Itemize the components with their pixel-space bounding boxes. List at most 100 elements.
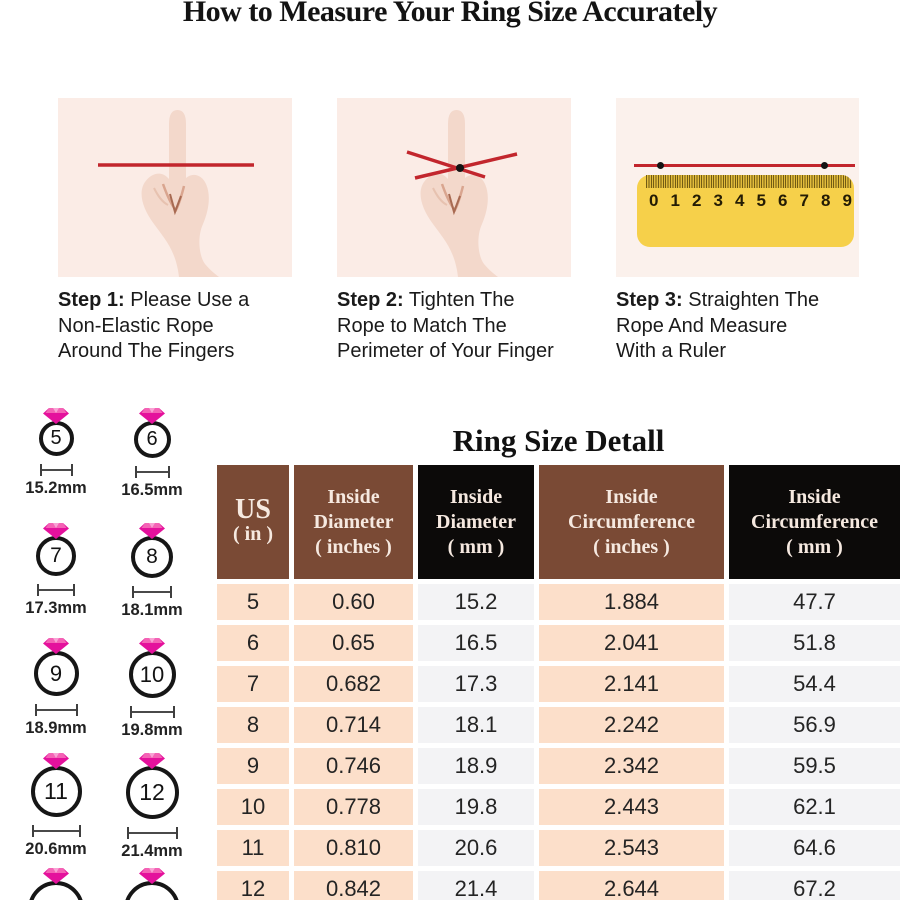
rope-line-icon	[634, 164, 855, 167]
step-2-caption: Step 2: Tighten The Rope to Match The Pe…	[337, 289, 554, 362]
table-cell: 8	[217, 707, 289, 743]
ring-size-table: US ( in ) Inside Diameter ( inches ) Insid…	[217, 465, 900, 900]
ring-illustrations: 5 15.2mm 6 16.5mm 7 17.3mm 8 18.1mm 9 18.9mm 10 19.…	[8, 407, 208, 900]
page-title: How to Measure Your Ring Size Accurately	[182, 0, 718, 28]
table-cell: 0.682	[294, 666, 413, 702]
table-cell: 15.2	[418, 584, 534, 620]
ring-circle: 7	[36, 536, 76, 576]
table-cell: 54.4	[729, 666, 900, 702]
section-title: Ring Size Detall	[452, 423, 665, 458]
table-cell: 16.5	[418, 625, 534, 661]
table-cell: 0.842	[294, 871, 413, 900]
ring-diameter-label: 17.3mm	[25, 599, 87, 617]
table-cell: 20.6	[418, 830, 534, 866]
ring-circle: 12	[125, 766, 179, 819]
table-cell: 18.1	[418, 707, 534, 743]
ruler-number: 8	[821, 191, 831, 210]
ring-illustration-10: 10 19.8mm	[121, 637, 183, 752]
table-cell: 59.5	[729, 748, 900, 784]
table-cell: 47.7	[729, 584, 900, 620]
ruler-number: 2	[692, 191, 702, 210]
hand-icon	[98, 110, 254, 277]
ruler-number: 3	[713, 191, 723, 210]
table-cell: 18.9	[418, 748, 534, 784]
diamond-icon	[139, 868, 165, 884]
ring-illustration-7: 7 17.3mm	[25, 522, 87, 637]
diamond-icon	[43, 638, 69, 654]
table-cell: 9	[217, 748, 289, 784]
table-cell: 2.443	[539, 789, 724, 825]
rope-line-icon	[406, 150, 486, 179]
rope-dot	[821, 162, 828, 169]
ring-diameter-label: 18.1mm	[121, 601, 183, 619]
diamond-icon	[139, 753, 165, 769]
table-cell: 17.3	[418, 666, 534, 702]
table-cell: 51.8	[729, 625, 900, 661]
measure-line	[129, 706, 175, 718]
ring-circle: 5	[38, 421, 74, 456]
step-2-image	[337, 98, 571, 277]
table-cell: 0.778	[294, 789, 413, 825]
ring-illustration-8: 8 18.1mm	[121, 522, 183, 637]
rope-knot-dot	[456, 164, 464, 172]
table-header: Inside Circumference ( mm )	[729, 465, 900, 579]
table-cell: 12	[217, 871, 289, 900]
ring-circle: 6	[133, 421, 171, 458]
hand-icon	[406, 110, 518, 277]
table-cell: 1.884	[539, 584, 724, 620]
diamond-icon	[139, 408, 165, 424]
diamond-icon	[139, 638, 165, 654]
step-1: Step 1: Please Use a Non-Elastic Rope Ar…	[58, 98, 292, 365]
table-cell: 2.141	[539, 666, 724, 702]
steps-section: Step 1: Please Use a Non-Elastic Rope Ar…	[58, 98, 859, 365]
table-cell: 56.9	[729, 707, 900, 743]
measure-line	[134, 466, 170, 478]
ruler-number: 5	[756, 191, 766, 210]
measure-line	[31, 825, 81, 837]
ring-circle: 10	[128, 651, 176, 698]
ring-illustration-9: 9 18.9mm	[25, 637, 87, 752]
table-cell: 0.746	[294, 748, 413, 784]
ring-circle: 9	[33, 651, 79, 696]
measure-line	[37, 584, 75, 596]
table-header: Inside Circumference ( inches )	[539, 465, 724, 579]
ring-illustration-11: 11 20.6mm	[25, 752, 87, 867]
ring-circle: 8	[131, 536, 173, 578]
table-cell: 7	[217, 666, 289, 702]
table-cell: 0.65	[294, 625, 413, 661]
step-3-caption: Step 3: Straighten The Rope And Measure …	[616, 289, 820, 362]
table-cell: 11	[217, 830, 289, 866]
step-2: Step 2: Tighten The Rope to Match The Pe…	[337, 98, 571, 365]
ring-diameter-label: 16.5mm	[121, 481, 183, 499]
diamond-icon	[43, 753, 69, 769]
diamond-icon	[43, 868, 69, 884]
table-cell: 19.8	[418, 789, 534, 825]
table-header: Inside Diameter ( mm )	[418, 465, 534, 579]
ruler-number: 4	[735, 191, 745, 210]
step-1-caption: Step 1: Please Use a Non-Elastic Rope Ar…	[58, 289, 250, 362]
ring-circle: 11	[30, 766, 82, 817]
table-cell: 2.242	[539, 707, 724, 743]
ring-illustration-partial	[124, 867, 180, 900]
measure-line	[132, 586, 172, 598]
table-cell: 21.4	[418, 871, 534, 900]
ring-diameter-label: 18.9mm	[25, 719, 87, 737]
measure-line	[39, 464, 73, 476]
ring-illustration-partial	[28, 867, 84, 900]
table-cell: 2.342	[539, 748, 724, 784]
ruler-number: 9	[842, 191, 852, 210]
table-cell: 0.714	[294, 707, 413, 743]
table-cell: 5	[217, 584, 289, 620]
ruler-tick-strip	[646, 175, 852, 188]
table-cell: 0.810	[294, 830, 413, 866]
step-2-label: Step 2:	[337, 289, 404, 311]
ruler-number: 1	[670, 191, 680, 210]
table-header: Inside Diameter ( inches )	[294, 465, 413, 579]
table-cell: 6	[217, 625, 289, 661]
ruler-number: 6	[778, 191, 788, 210]
